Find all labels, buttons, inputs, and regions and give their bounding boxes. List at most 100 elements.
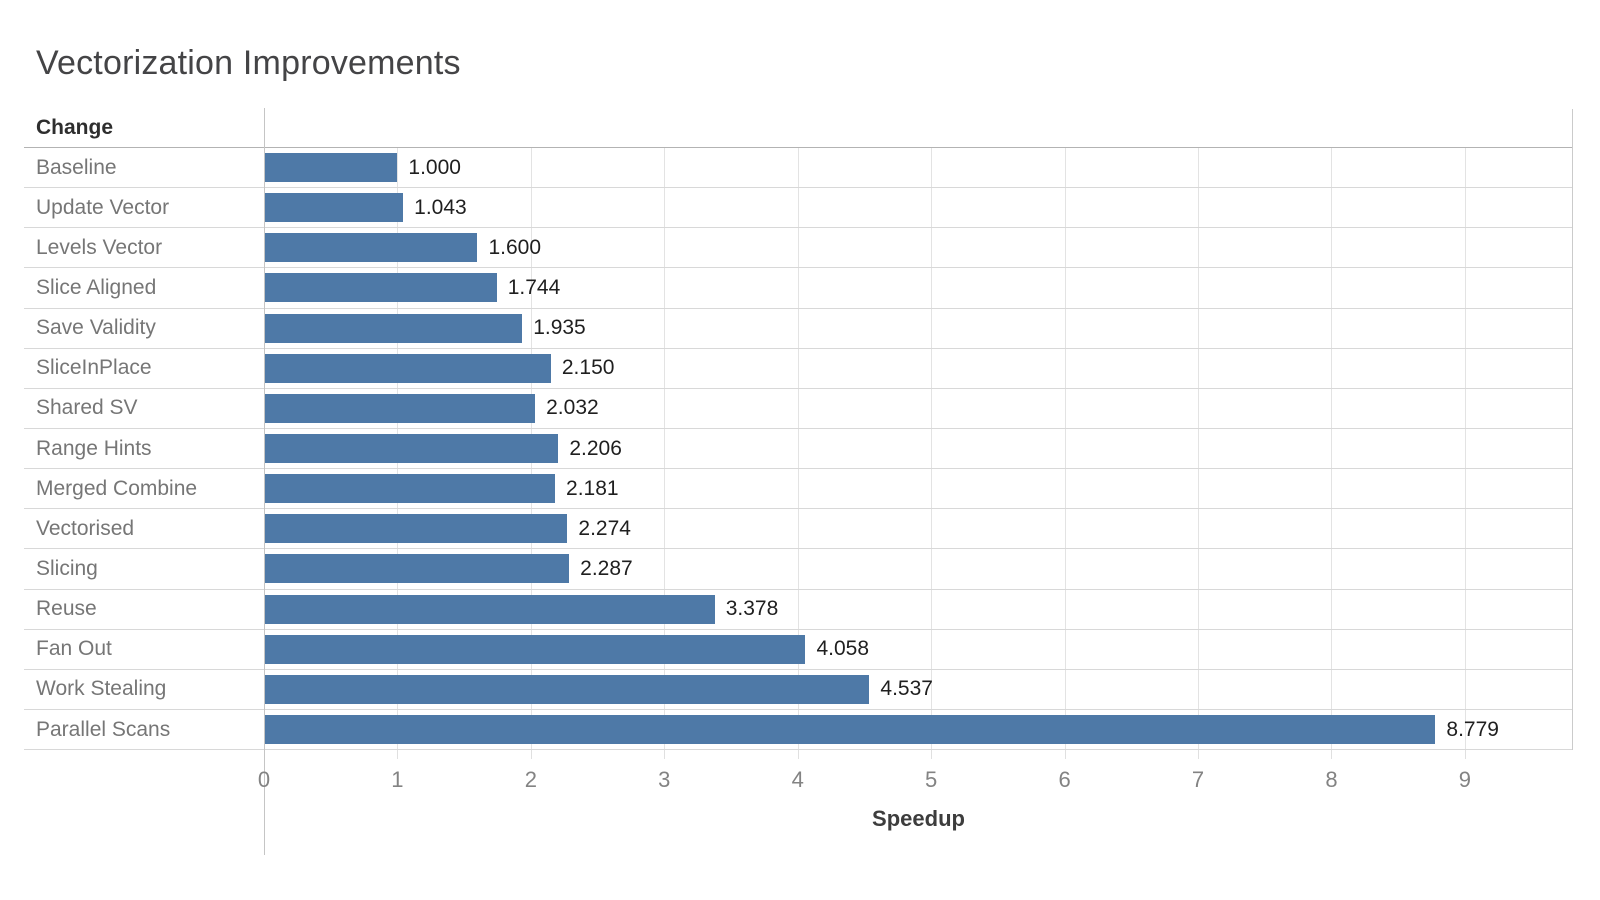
x-tick-label: 6 [1058, 767, 1071, 792]
bar[interactable] [264, 674, 870, 704]
row-plot-cell: 1.744 [264, 268, 1573, 307]
tick-mark [530, 750, 532, 759]
category-label: Vectorised [36, 516, 135, 540]
bar[interactable] [264, 273, 497, 303]
category-label: Update Vector [36, 195, 170, 219]
tick-mark [1331, 750, 1333, 759]
x-tick-label: 5 [925, 767, 938, 792]
gridline [1064, 148, 1066, 750]
row-plot-cell: 2.181 [264, 469, 1573, 508]
category-row: Save Validity 1.935 [24, 309, 1573, 349]
category-row: SliceInPlace 2.150 [24, 349, 1573, 389]
bar[interactable] [264, 233, 478, 263]
x-tick-label: 4 [791, 767, 804, 792]
category-row: Update Vector 1.043 [24, 188, 1573, 229]
row-plot-cell: 4.058 [264, 630, 1573, 669]
gridline [1464, 148, 1466, 750]
category-row: Merged Combine 2.181 [24, 469, 1573, 510]
tick-mark [664, 750, 666, 759]
row-plot-cell: 2.150 [264, 349, 1573, 388]
value-label: 2.150 [561, 356, 615, 380]
bar[interactable] [264, 554, 570, 584]
category-row: Slicing 2.287 [24, 549, 1573, 590]
value-label: 2.206 [569, 436, 622, 460]
row-plot-cell: 1.600 [264, 228, 1573, 267]
row-plot-cell: 3.378 [264, 590, 1573, 629]
category-row: Work Stealing 4.537 [24, 670, 1573, 710]
bar[interactable] [264, 594, 715, 624]
category-label: Parallel Scans [36, 717, 171, 741]
tick-mark [1464, 750, 1466, 759]
category-label: Save Validity [36, 316, 156, 340]
bar-rows-container: Baseline 1.000 Update Vector 1.043 Level… [24, 148, 1573, 751]
gridline [931, 148, 933, 750]
category-column-header: Change [36, 115, 114, 139]
bar[interactable] [264, 153, 398, 183]
category-row: Vectorised 2.274 [24, 509, 1573, 550]
x-tick-label: 3 [658, 767, 671, 792]
row-plot-cell: 1.000 [264, 148, 1573, 187]
value-label: 2.274 [578, 516, 631, 540]
x-tick-label: 1 [391, 767, 404, 792]
bar[interactable] [264, 313, 523, 343]
bar[interactable] [264, 434, 559, 464]
row-plot-cell: 2.032 [264, 389, 1573, 428]
category-row: Parallel Scans 8.779 [24, 710, 1573, 751]
bar[interactable] [264, 514, 568, 544]
y-axis-line [264, 108, 265, 855]
bar[interactable] [264, 634, 806, 664]
value-label: 2.032 [546, 396, 599, 420]
value-label: 8.779 [1446, 717, 1499, 741]
row-plot-cell: 2.287 [264, 549, 1573, 588]
bar[interactable] [264, 715, 1436, 745]
value-label: 4.058 [816, 637, 870, 661]
category-label: Range Hints [36, 436, 152, 460]
row-plot-cell: 1.935 [264, 309, 1573, 348]
category-label: Merged Combine [36, 476, 198, 500]
category-label: Baseline [36, 155, 117, 179]
bar[interactable] [264, 353, 551, 383]
bar[interactable] [264, 474, 556, 504]
x-tick-label: 8 [1325, 767, 1338, 792]
row-plot-cell: 1.043 [264, 188, 1573, 227]
gridline [1331, 148, 1333, 750]
row-plot-cell: 2.274 [264, 509, 1573, 548]
value-label: 1.935 [533, 316, 586, 340]
value-label: 1.744 [507, 275, 561, 299]
value-label: 3.378 [725, 597, 779, 621]
bar[interactable] [264, 193, 404, 223]
category-label: Slice Aligned [36, 275, 157, 299]
category-label: Levels Vector [36, 235, 163, 259]
category-row: Slice Aligned 1.744 [24, 268, 1573, 309]
gridline [1198, 148, 1200, 750]
bar-chart: Change Baseline 1.000 Update Vector 1.04… [24, 108, 1573, 855]
tick-mark [1198, 750, 1200, 759]
category-label: Shared SV [36, 396, 138, 420]
gridline [664, 148, 666, 750]
row-plot-cell: 4.537 [264, 670, 1573, 709]
gridline [797, 148, 799, 750]
category-label: Slicing [36, 556, 98, 580]
category-row: Range Hints 2.206 [24, 429, 1573, 470]
plot-right-border [1572, 109, 1573, 750]
x-axis: Speedup 0 1 2 3 4 5 6 7 8 9 [258, 750, 1573, 855]
category-row: Reuse 3.378 [24, 590, 1573, 630]
category-header-row: Change [24, 108, 1573, 148]
row-plot-cell: 2.206 [264, 429, 1573, 468]
bar[interactable] [264, 393, 536, 423]
category-row: Fan Out 4.058 [24, 630, 1573, 670]
category-label: Reuse [36, 597, 97, 621]
chart-title: Vectorization Improvements [36, 44, 461, 82]
value-label: 1.043 [414, 195, 467, 219]
x-tick-label: 7 [1191, 767, 1205, 792]
value-label: 2.287 [580, 556, 633, 580]
value-label: 2.181 [566, 476, 619, 500]
tick-mark [931, 750, 933, 759]
tick-mark [1064, 750, 1066, 759]
tick-mark [397, 750, 399, 759]
row-plot-cell: 8.779 [264, 710, 1573, 749]
category-row: Shared SV 2.032 [24, 389, 1573, 429]
category-row: Levels Vector 1.600 [24, 228, 1573, 269]
value-label: 1.600 [488, 235, 542, 259]
category-label: SliceInPlace [36, 356, 152, 380]
